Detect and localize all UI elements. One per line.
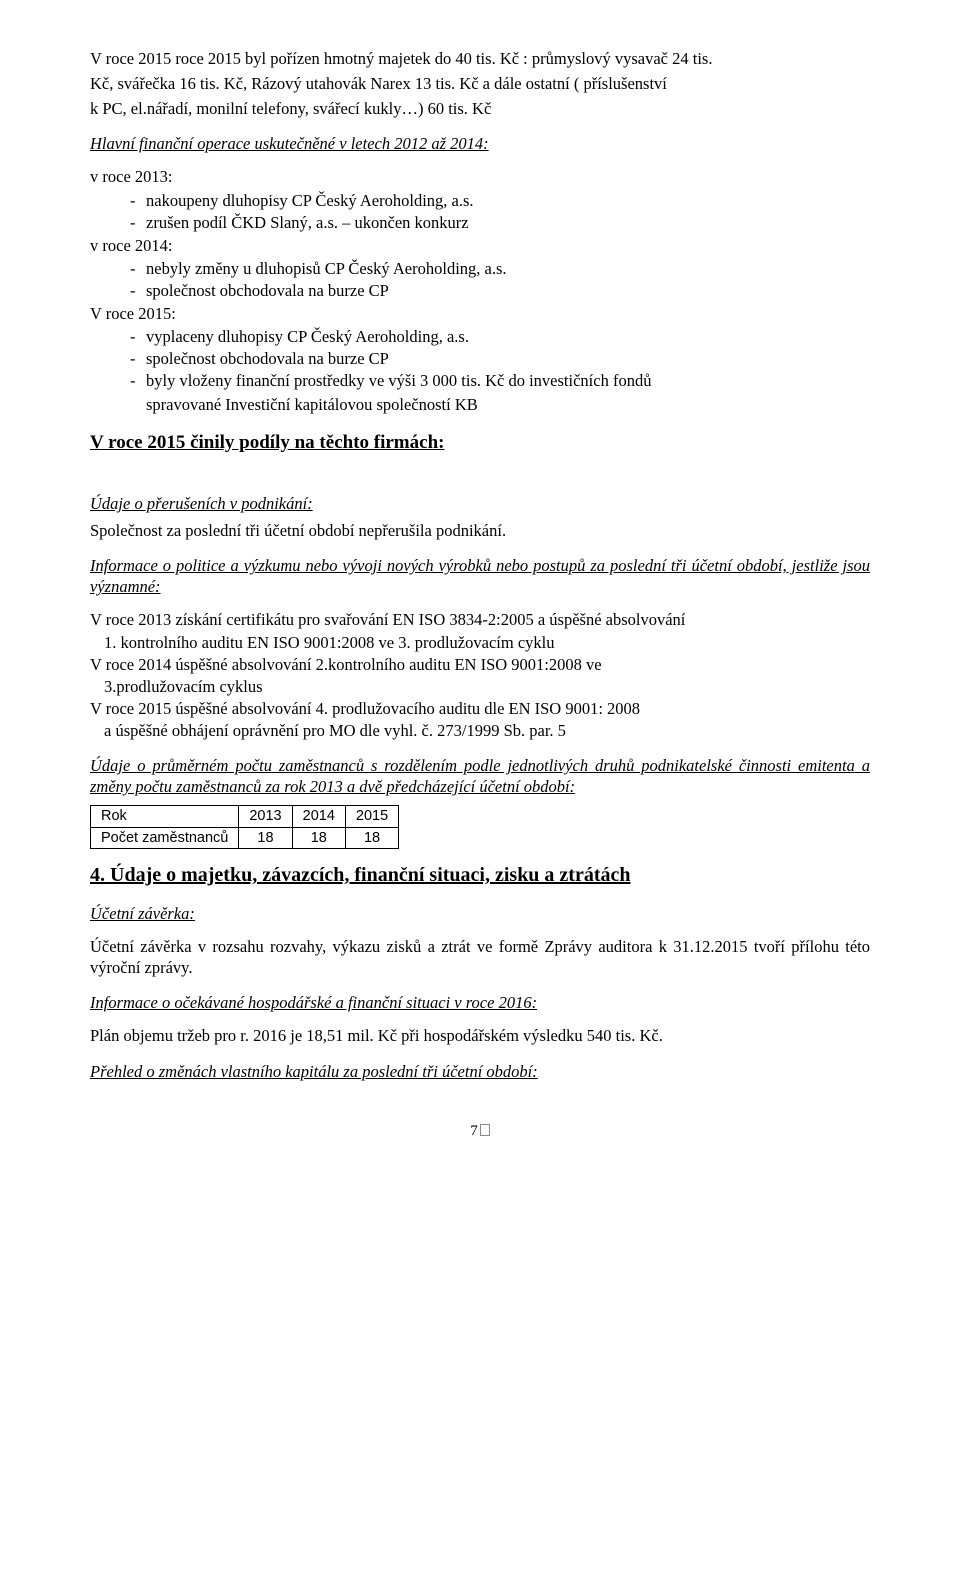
list-item-text: zrušen podíl ČKD Slaný, a.s. – ukončen k…	[146, 212, 870, 233]
research-heading: Informace o politice a výzkumu nebo vývo…	[90, 555, 870, 597]
bullet-dash-icon: -	[130, 348, 146, 369]
table-cell: 18	[345, 827, 398, 849]
list-item-text: společnost obchodovala na burze CP	[146, 280, 870, 301]
page-number: 7	[90, 1122, 870, 1141]
list-item: - společnost obchodovala na burze CP	[130, 348, 870, 369]
employees-heading-l1: Údaje o průměrném počtu zaměstnanců s ro…	[90, 756, 732, 775]
finops-heading: Hlavní finanční operace uskutečněné v le…	[90, 133, 870, 154]
table-header-cell: 2013	[239, 806, 292, 828]
intro-line-2: Kč, svářečka 16 tis. Kč, Rázový utahovák…	[90, 73, 870, 94]
research-l3: V roce 2014 úspěšné absolvování 2.kontro…	[90, 654, 870, 675]
interruption-heading: Údaje o přerušeních v podnikání:	[90, 493, 870, 514]
closing-text-l1: Účetní závěrka v rozsahu rozvahy, výkazu…	[90, 937, 667, 956]
employees-heading: Údaje o průměrném počtu zaměstnanců s ro…	[90, 755, 870, 797]
list-item-text: společnost obchodovala na burze CP	[146, 348, 870, 369]
list-item: - zrušen podíl ČKD Slaný, a.s. – ukončen…	[130, 212, 870, 233]
list-item: - vyplaceny dluhopisy CP Český Aeroholdi…	[130, 326, 870, 347]
list-item-text: nakoupeny dluhopisy CP Český Aeroholding…	[146, 190, 870, 211]
bullet-dash-icon: -	[130, 370, 146, 391]
table-header-cell: 2015	[345, 806, 398, 828]
bullet-dash-icon: -	[130, 258, 146, 279]
table-cell: 18	[239, 827, 292, 849]
interruption-text: Společnost za poslední tři účetní období…	[90, 520, 870, 541]
page-number-value: 7	[470, 1123, 478, 1139]
year-2014-label: v roce 2014:	[90, 235, 870, 256]
list-item: - byly vloženy finanční prostředky ve vý…	[130, 370, 870, 391]
equity-heading: Přehled o změnách vlastního kapitálu za …	[90, 1061, 870, 1082]
closing-heading: Účetní závěrka:	[90, 903, 870, 924]
plan-text: Plán objemu tržeb pro r. 2016 je 18,51 m…	[90, 1025, 870, 1046]
intro-line-3: k PC, el.nářadí, monilní telefony, sváře…	[90, 98, 870, 119]
bullet-dash-icon: -	[130, 326, 146, 347]
table-header-cell: 2014	[292, 806, 345, 828]
research-l1: V roce 2013 získání certifikátu pro svař…	[90, 609, 870, 630]
page-box-icon	[480, 1124, 490, 1136]
section-4-heading: 4. Údaje o majetku, závazcích, finanční …	[90, 863, 870, 889]
shares-heading: V roce 2015 činily podíly na těchto firm…	[90, 431, 870, 455]
bullet-dash-icon: -	[130, 280, 146, 301]
research-l6: a úspěšné obhájení oprávnění pro MO dle …	[104, 720, 870, 741]
table-row: Počet zaměstnanců 18 18 18	[91, 827, 399, 849]
table-header-cell: Rok	[91, 806, 239, 828]
year-2014-list: - nebyly změny u dluhopisů CP Český Aero…	[130, 258, 870, 301]
year-2015-label: V roce 2015:	[90, 303, 870, 324]
intro-line-1: V roce 2015 roce 2015 byl pořízen hmotný…	[90, 48, 870, 69]
table-header-row: Rok 2013 2014 2015	[91, 806, 399, 828]
list-item-text: vyplaceny dluhopisy CP Český Aeroholding…	[146, 326, 870, 347]
employees-table: Rok 2013 2014 2015 Počet zaměstnanců 18 …	[90, 805, 399, 849]
year-2013-list: - nakoupeny dluhopisy CP Český Aeroholdi…	[130, 190, 870, 233]
expect-heading: Informace o očekávané hospodářské a fina…	[90, 992, 870, 1013]
list-item-text: nebyly změny u dluhopisů CP Český Aeroho…	[146, 258, 870, 279]
list-item-text: byly vloženy finanční prostředky ve výši…	[146, 370, 870, 391]
table-cell: Počet zaměstnanců	[91, 827, 239, 849]
year-2015-continuation: spravované Investiční kapitálovou společ…	[146, 394, 870, 415]
document-page: V roce 2015 roce 2015 byl pořízen hmotný…	[0, 0, 960, 1171]
list-item: - nebyly změny u dluhopisů CP Český Aero…	[130, 258, 870, 279]
research-l5: V roce 2015 úspěšné absolvování 4. prodl…	[90, 698, 870, 719]
list-item: - nakoupeny dluhopisy CP Český Aeroholdi…	[130, 190, 870, 211]
bullet-dash-icon: -	[130, 190, 146, 211]
table-cell: 18	[292, 827, 345, 849]
list-item: - společnost obchodovala na burze CP	[130, 280, 870, 301]
year-2015-list: - vyplaceny dluhopisy CP Český Aeroholdi…	[130, 326, 870, 391]
research-l4: 3.prodlužovacím cyklus	[104, 676, 870, 697]
year-2013-label: v roce 2013:	[90, 166, 870, 187]
research-heading-l1: Informace o politice a výzkumu nebo vývo…	[90, 556, 686, 575]
closing-l1: Účetní závěrka v rozsahu rozvahy, výkazu…	[90, 936, 870, 978]
bullet-dash-icon: -	[130, 212, 146, 233]
research-l2: 1. kontrolního auditu EN ISO 9001:2008 v…	[104, 632, 870, 653]
